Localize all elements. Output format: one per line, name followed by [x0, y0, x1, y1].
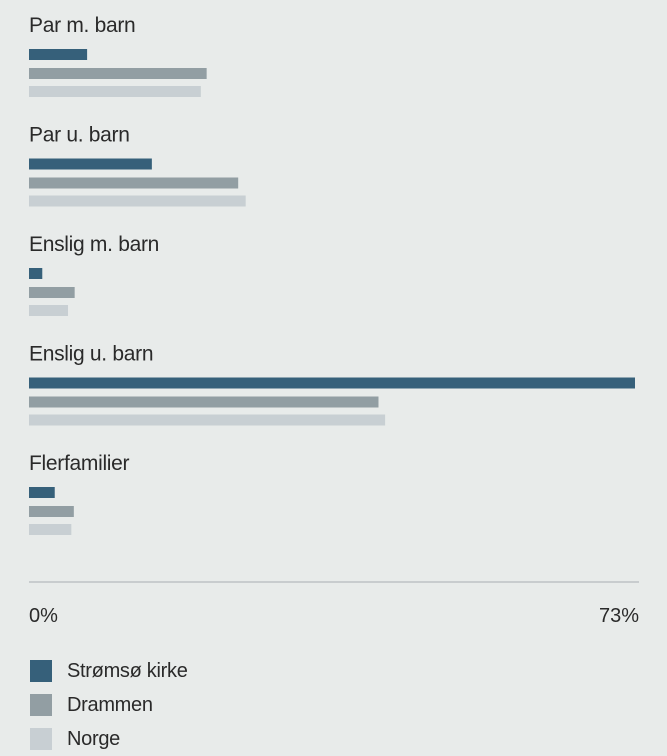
- bar: [29, 305, 69, 316]
- legend-label: Strømsø kirke: [67, 659, 188, 682]
- legend-label: Drammen: [67, 693, 153, 716]
- bar: [29, 68, 207, 79]
- bar: [29, 158, 152, 170]
- bar: [29, 396, 379, 408]
- bar: [29, 268, 43, 279]
- bar: [29, 49, 88, 60]
- legend-item-stromso-kirke: Strømsø kirke: [30, 654, 188, 688]
- category-group: Enslig u. barn: [29, 343, 635, 426]
- legend-swatch: [30, 660, 52, 682]
- bar: [29, 414, 386, 426]
- category-label: Enslig m. barn: [29, 233, 159, 256]
- bar: [29, 524, 72, 535]
- tick-label-min: 0%: [29, 605, 58, 627]
- legend-swatch: [30, 728, 52, 750]
- category-label: Par m. barn: [29, 14, 135, 37]
- legend-swatch: [30, 694, 52, 716]
- bar: [29, 177, 239, 189]
- bar: [29, 506, 74, 517]
- legend: Strømsø kirke Drammen Norge: [30, 654, 188, 756]
- bar: [29, 487, 55, 498]
- legend-item-drammen: Drammen: [30, 688, 188, 722]
- category-label: Enslig u. barn: [29, 343, 153, 366]
- legend-label: Norge: [67, 727, 120, 750]
- bar: [29, 195, 246, 207]
- category-group: Flerfamilier: [29, 452, 130, 535]
- bar: [29, 86, 201, 97]
- category-group: Par m. barn: [29, 14, 207, 97]
- category-label: Flerfamilier: [29, 452, 130, 475]
- category-label: Par u. barn: [29, 124, 130, 147]
- category-groups: Par m. barn Par u. barn Enslig m. barn Ensl…: [29, 14, 635, 535]
- category-group: Par u. barn: [29, 124, 246, 207]
- bar: [29, 377, 635, 389]
- tick-label-max: 73%: [599, 605, 639, 627]
- category-group: Enslig m. barn: [29, 233, 159, 316]
- bar: [29, 287, 75, 298]
- legend-item-norge: Norge: [30, 722, 188, 756]
